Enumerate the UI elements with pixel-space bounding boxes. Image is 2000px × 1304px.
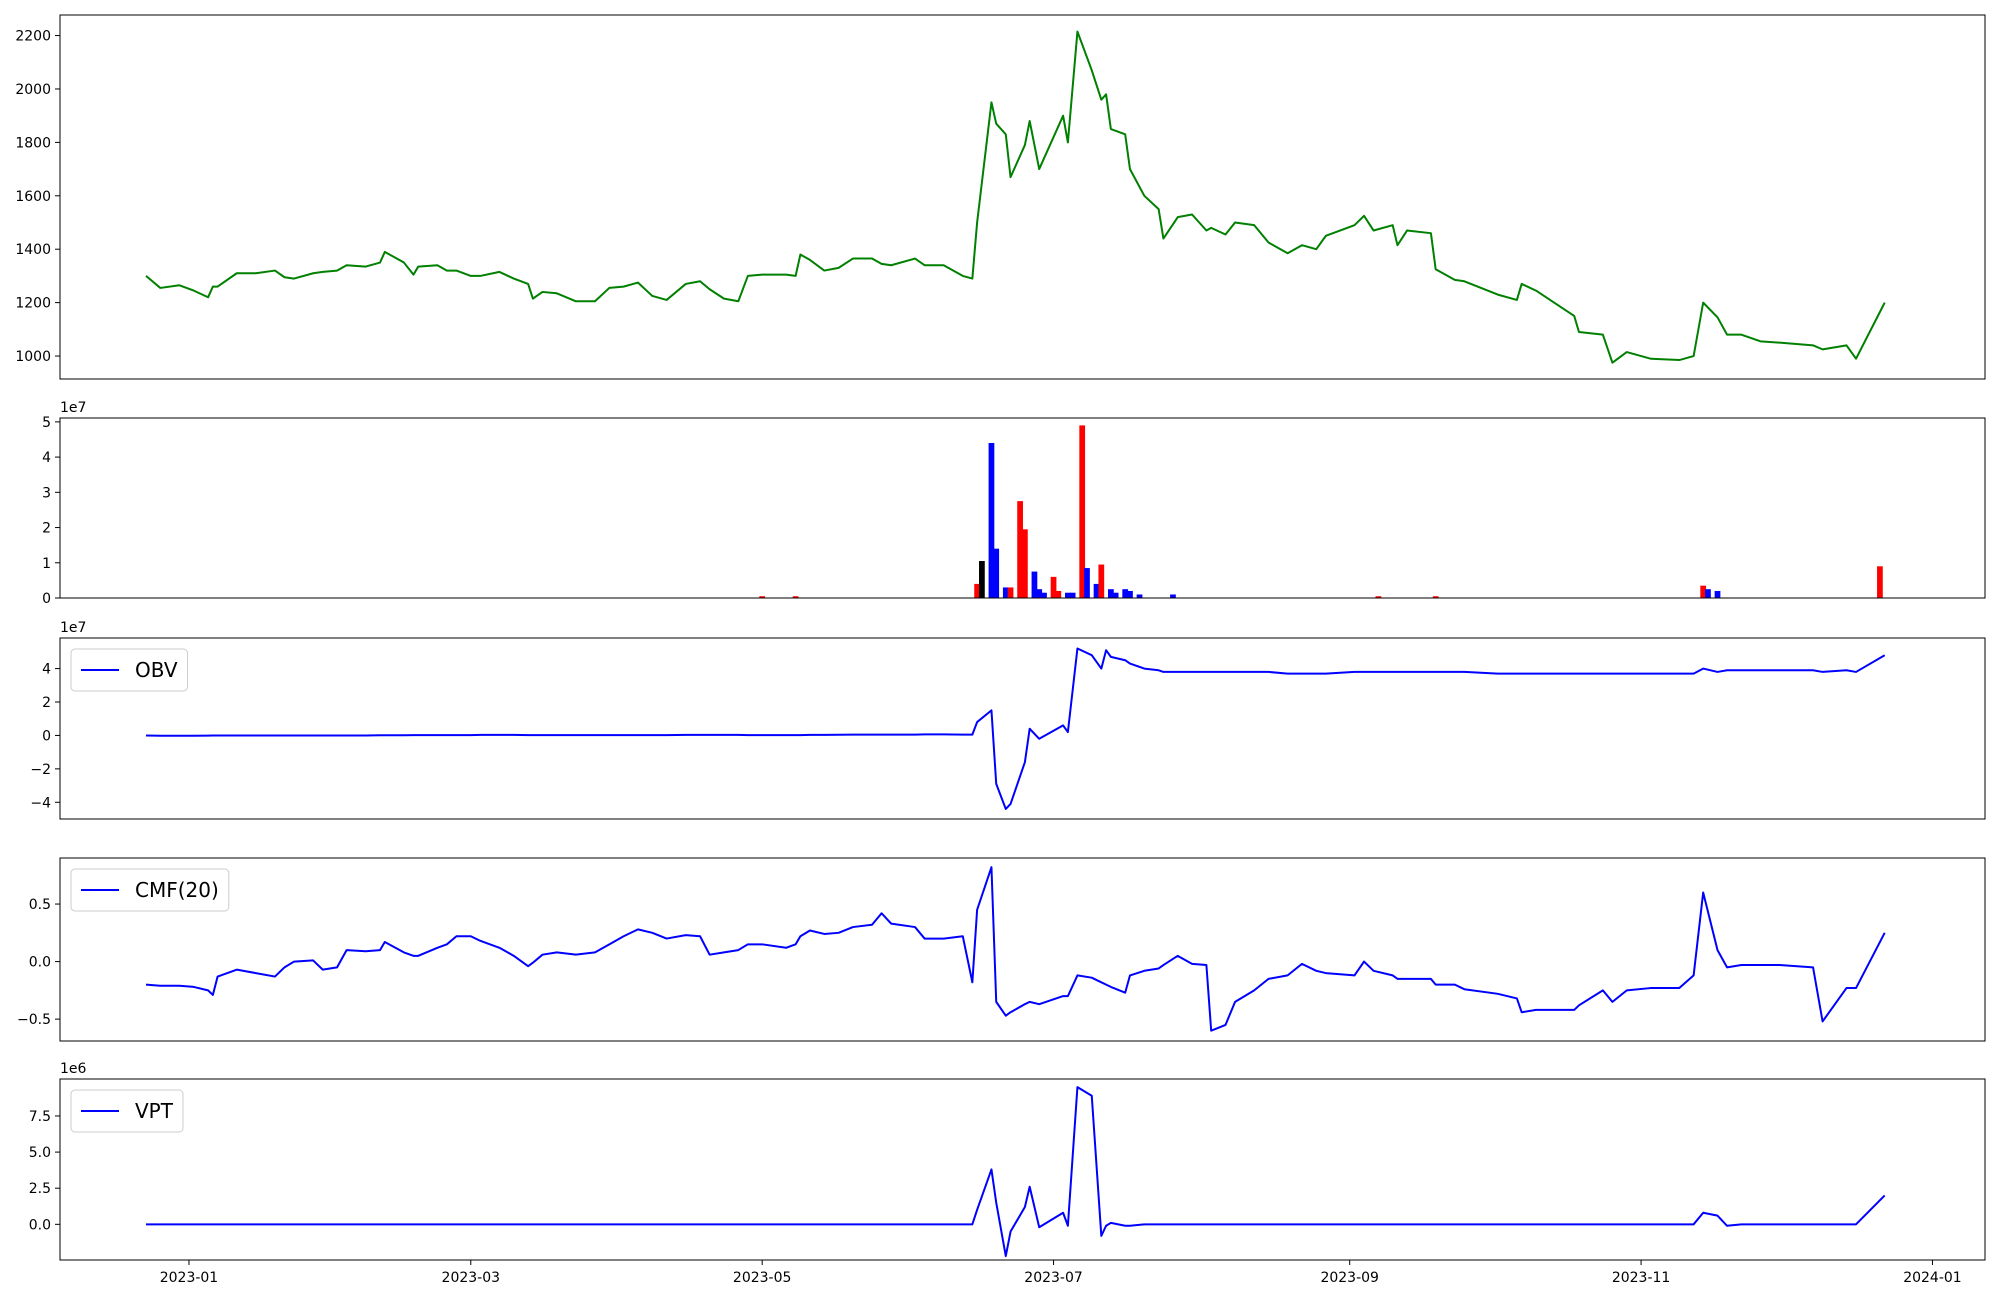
legend-box bbox=[70, 648, 189, 692]
bar bbox=[1050, 576, 1057, 598]
y-offset-label: 1e7 bbox=[60, 400, 86, 416]
legend-label: VPT bbox=[135, 1099, 174, 1123]
legend-box bbox=[70, 868, 230, 912]
bar bbox=[759, 596, 766, 598]
y-tick-label: 1200 bbox=[15, 296, 51, 312]
bar bbox=[1084, 568, 1090, 598]
y-tick-label: 4 bbox=[42, 662, 51, 678]
y-tick-label: 0 bbox=[42, 591, 51, 607]
bar bbox=[1170, 594, 1176, 598]
x-tick-label: 2023-05 bbox=[733, 1270, 792, 1286]
bar bbox=[1098, 564, 1105, 598]
bar bbox=[1017, 501, 1023, 598]
bar bbox=[1108, 589, 1114, 598]
bar bbox=[1877, 566, 1883, 598]
plot-area bbox=[145, 647, 1886, 810]
x-tick-label: 2023-07 bbox=[1024, 1270, 1083, 1286]
y-tick-label: 7.5 bbox=[29, 1109, 51, 1125]
axes-frame bbox=[59, 1078, 1986, 1261]
axes-frame bbox=[59, 417, 1986, 599]
y-tick-label: 2 bbox=[42, 521, 51, 537]
series-line bbox=[145, 647, 1886, 810]
x-tick-label: 2023-11 bbox=[1612, 1270, 1671, 1286]
bar bbox=[1700, 585, 1707, 598]
bar bbox=[1127, 590, 1133, 598]
bar bbox=[1432, 596, 1439, 598]
x-tick-label: 2023-03 bbox=[442, 1270, 501, 1286]
bar bbox=[1007, 587, 1014, 598]
bar bbox=[1093, 583, 1100, 598]
panel: 1000 1200 1400 1600 1800 2000 2200 bbox=[15, 14, 1986, 380]
plot-area bbox=[759, 425, 1883, 598]
y-tick-label: 1400 bbox=[15, 242, 51, 258]
legend: OBV bbox=[70, 648, 189, 692]
legend: VPT bbox=[70, 1089, 184, 1133]
legend-label: CMF(20) bbox=[135, 878, 219, 902]
bar bbox=[1041, 592, 1047, 598]
panel: 0 1 2 3 4 5 1e7 bbox=[42, 400, 1986, 607]
bar bbox=[988, 443, 995, 598]
bar bbox=[979, 561, 985, 598]
legend-box bbox=[70, 1089, 184, 1133]
bar bbox=[1055, 590, 1062, 598]
plot-area bbox=[145, 866, 1886, 1032]
y-tick-label: −2 bbox=[30, 762, 51, 778]
bar bbox=[1705, 589, 1711, 598]
x-tick-label: 2023-01 bbox=[160, 1270, 219, 1286]
axes-frame bbox=[59, 637, 1986, 820]
bar bbox=[1065, 592, 1071, 598]
panel: −0.5 0.0 0.5 CMF(20) bbox=[17, 857, 1986, 1042]
y-tick-label: 2000 bbox=[15, 82, 51, 98]
y-tick-label: 2 bbox=[42, 695, 51, 711]
bar bbox=[1136, 594, 1143, 598]
y-tick-label: 2200 bbox=[15, 29, 51, 45]
bar bbox=[1031, 571, 1038, 598]
bar bbox=[1069, 592, 1076, 598]
plot-area bbox=[145, 30, 1886, 364]
panel: 0.0 2.5 5.0 7.5 1e6 VPT 2023-01 2023-03 2023-05 2… bbox=[29, 1061, 1986, 1286]
x-tick-label: 2024-01 bbox=[1903, 1270, 1962, 1286]
bar bbox=[1002, 587, 1009, 598]
bar bbox=[1112, 592, 1119, 598]
legend-label: OBV bbox=[135, 658, 178, 682]
y-tick-label: 2.5 bbox=[29, 1181, 51, 1197]
axes-frame bbox=[59, 857, 1986, 1042]
plot-area bbox=[145, 1086, 1886, 1258]
y-offset-label: 1e6 bbox=[60, 1061, 87, 1077]
x-tick-label: 2023-09 bbox=[1320, 1270, 1379, 1286]
y-tick-label: 5 bbox=[42, 415, 51, 431]
series-line bbox=[145, 866, 1886, 1032]
bar bbox=[1714, 590, 1721, 598]
axes-frame bbox=[59, 14, 1986, 380]
y-offset-label: 1e7 bbox=[60, 620, 86, 636]
bar bbox=[1375, 596, 1382, 598]
y-tick-label: −0.5 bbox=[17, 1012, 51, 1028]
y-tick-label: 4 bbox=[42, 450, 51, 466]
panel: −4 −2 0 2 4 1e7 OBV bbox=[30, 620, 1986, 820]
y-tick-label: 0.0 bbox=[29, 955, 51, 971]
series-line bbox=[145, 30, 1886, 364]
legend: CMF(20) bbox=[70, 868, 230, 912]
y-tick-label: 0 bbox=[42, 728, 51, 744]
y-tick-label: 5.0 bbox=[29, 1145, 51, 1161]
bar bbox=[1079, 425, 1086, 598]
bar bbox=[792, 596, 799, 598]
bar bbox=[1122, 589, 1129, 598]
y-tick-label: 3 bbox=[42, 485, 51, 501]
y-tick-label: −4 bbox=[30, 795, 51, 811]
series-line bbox=[145, 1086, 1886, 1258]
y-tick-label: 0.5 bbox=[29, 897, 51, 913]
y-tick-label: 0.0 bbox=[29, 1217, 51, 1233]
y-tick-label: 1000 bbox=[15, 349, 51, 365]
bar bbox=[993, 548, 1000, 598]
bar bbox=[1022, 529, 1028, 598]
bar bbox=[974, 583, 980, 598]
y-tick-label: 1800 bbox=[15, 135, 51, 151]
y-tick-label: 1 bbox=[42, 556, 51, 572]
bar bbox=[1036, 589, 1043, 598]
y-tick-label: 1600 bbox=[15, 189, 51, 205]
